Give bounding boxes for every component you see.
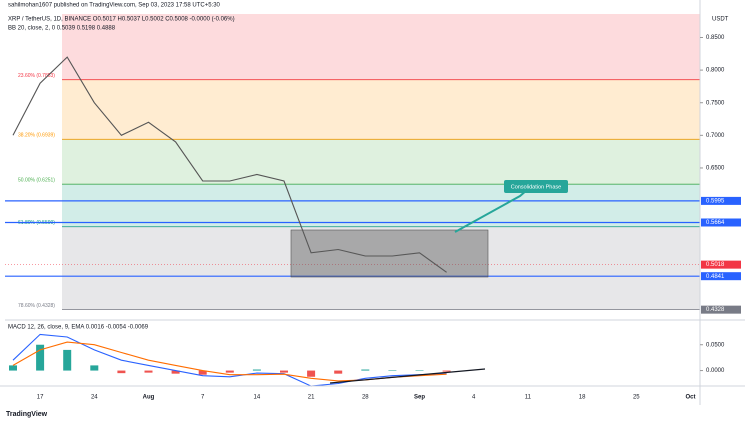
series-line	[12, 333, 447, 387]
level-label: 0.4841	[706, 274, 725, 280]
fib-zone	[62, 14, 700, 80]
x-tick-label: 7	[201, 395, 205, 401]
y-tick-label: 0.7000	[706, 133, 725, 139]
fib-tag	[701, 305, 741, 314]
histogram-bar	[334, 370, 343, 374]
x-tick-label: 4	[472, 395, 476, 401]
fib-zone	[62, 226, 700, 310]
fib-zone	[62, 139, 700, 185]
fib-zone	[62, 79, 700, 140]
last-price-label: 0.5018	[706, 262, 725, 268]
level-label: 0.5664	[706, 220, 725, 226]
level-label: 0.5995	[706, 198, 725, 204]
y-tick-label: 0.8000	[706, 68, 725, 74]
histogram-bar	[9, 365, 17, 371]
histogram-bar	[361, 369, 370, 371]
publisher: sahilmohan1607 published on TradingView.…	[8, 3, 221, 9]
symbol-line: XRP / TetherUS, 1D, BINANCE O0.5017 H0.5…	[8, 17, 235, 23]
x-tick-label: 24	[91, 395, 98, 401]
currency: USDT	[712, 17, 729, 23]
histogram-bar	[117, 370, 126, 374]
annotation: Consolidation Phase	[511, 184, 561, 190]
macd-title: MACD 12, 26, close, 9, EMA 0.0016 -0.005…	[8, 325, 149, 331]
indicator-line: BB 20, close, 2, 0 0.5039 0.5198 0.4888	[8, 26, 116, 32]
y-tick-label: 0.6500	[706, 166, 725, 172]
histogram-bar	[144, 370, 153, 373]
x-tick-label: 21	[308, 395, 315, 401]
x-tick-label: Aug	[143, 395, 155, 401]
y-tick-label: 0.7500	[706, 100, 725, 106]
y-tick-label: 0.8500	[706, 35, 725, 41]
trend-line	[329, 368, 486, 384]
x-tick-label: 18	[579, 395, 586, 401]
fib-zone	[62, 184, 700, 227]
consolidation-box	[290, 229, 489, 278]
footer-logo: TradingView	[6, 411, 48, 418]
x-tick-label: 28	[362, 395, 369, 401]
y-tick-label: 0.0500	[706, 342, 725, 348]
level-tag	[701, 218, 741, 227]
x-tick-label: 25	[633, 395, 640, 401]
histogram-bar	[225, 370, 234, 373]
histogram-bar	[307, 370, 316, 377]
histogram-bar	[63, 349, 72, 371]
level-tag	[701, 272, 741, 281]
histogram-bar	[252, 369, 261, 371]
x-tick-label: 14	[254, 395, 261, 401]
histogram-bar	[442, 370, 451, 372]
histogram-bar	[36, 344, 45, 371]
fib-label: 23.60% (0.7853)	[18, 73, 55, 79]
x-tick-label: 17	[37, 395, 44, 401]
x-tick-label: Oct	[685, 395, 695, 401]
histogram-bar	[280, 370, 288, 373]
histogram-bar	[90, 365, 99, 371]
fib-label: 38.20% (0.6939)	[18, 133, 55, 139]
histogram-bar	[171, 370, 180, 374]
last-price-tag	[701, 260, 741, 269]
y-tick-label: 0.0000	[706, 368, 725, 374]
level-tag	[701, 196, 741, 205]
fib-label: 50.00% (0.6251)	[18, 178, 55, 184]
histogram-bar	[388, 370, 397, 371]
x-tick-label: 11	[525, 395, 532, 401]
series-line	[12, 56, 447, 273]
callout-box	[504, 180, 568, 193]
histogram-bar	[415, 370, 424, 371]
x-tick-label: Sep	[414, 395, 425, 401]
fib-value-label: 0.4328	[706, 307, 725, 313]
fib-label: 78.60% (0.4328)	[18, 303, 55, 309]
histogram-bar	[198, 370, 207, 375]
